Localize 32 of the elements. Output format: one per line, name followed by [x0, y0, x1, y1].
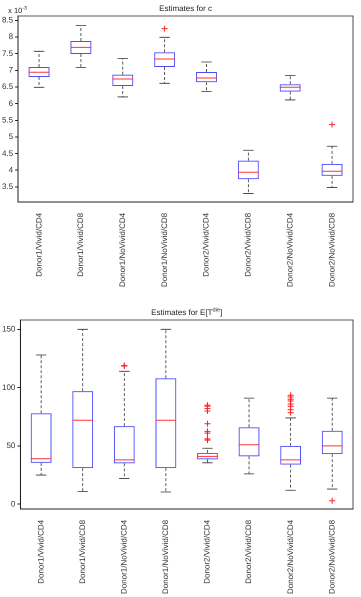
x-tick-label: Donor2/NoVivid/CD4 [286, 519, 295, 594]
y-tick-label: 4 [8, 165, 14, 174]
x-tick-label: Donor1/NoVivid/CD4 [120, 519, 129, 594]
x-tick-label: Donor2/NoVivid/CD4 [285, 212, 294, 287]
chart-title: Estimates for c [159, 4, 212, 13]
y-tick-label: 150 [2, 324, 16, 334]
x-tick-label: Donor2/NoVivid/CD8 [327, 519, 336, 594]
x-tick-label: Donor2/Vivid/CD8 [244, 212, 253, 277]
x-tick-label: Donor1/NoVivid/CD4 [118, 212, 127, 287]
y-tick-label: 7 [8, 66, 14, 75]
x-tick-label: Donor2/Vivid/CD8 [244, 519, 254, 584]
y-tick-label: 50 [6, 441, 16, 450]
y-tick-label: 6 [8, 98, 14, 108]
y-tick-label: 0 [10, 499, 16, 508]
y-tick-label: 7.5 [2, 48, 14, 58]
x-tick-label: Donor1/Vivid/CD4 [36, 519, 46, 584]
y-tick-label: 100 [2, 382, 16, 392]
y-tick-label: 6.5 [2, 82, 14, 92]
x-tick-label: Donor1/Vivid/CD4 [34, 212, 44, 277]
x-tick-label: Donor1/Vivid/CD8 [78, 519, 87, 584]
x-tick-label: Donor1/NoVivid/CD8 [160, 212, 169, 287]
x-tick-label: Donor2/Vivid/CD4 [202, 519, 212, 584]
x-tick-label: Donor2/NoVivid/CD8 [327, 212, 336, 287]
x-tick-label: Donor1/NoVivid/CD8 [161, 519, 170, 594]
x-tick-label: Donor1/Vivid/CD8 [76, 212, 86, 277]
x-tick-label: Donor2/Vivid/CD4 [202, 212, 211, 277]
y-tick-label: 8.5 [2, 16, 14, 25]
y-tick-label: 5.5 [2, 115, 14, 124]
y-tick-label: 5 [8, 132, 14, 142]
y-tick-label: 8 [8, 32, 14, 42]
y-tick-label: 3.5 [2, 182, 14, 192]
y-tick-label: 4.5 [2, 148, 14, 158]
